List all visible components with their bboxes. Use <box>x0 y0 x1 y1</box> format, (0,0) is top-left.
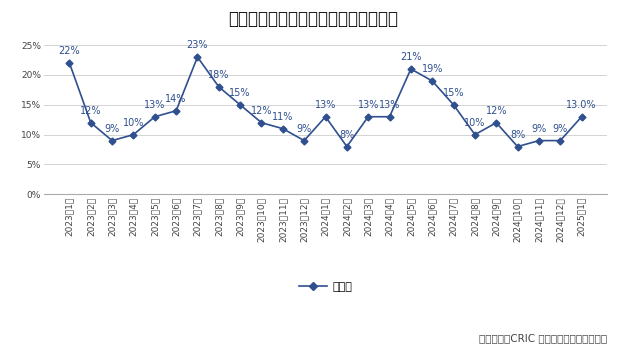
Text: 13%: 13% <box>144 100 165 110</box>
Text: 数据来源：CRIC 中国房地产决策咨询系统: 数据来源：CRIC 中国房地产决策咨询系统 <box>479 333 607 344</box>
Text: 12%: 12% <box>251 106 272 116</box>
Text: 8%: 8% <box>510 130 525 140</box>
Text: 11%: 11% <box>272 112 294 122</box>
Text: 23%: 23% <box>187 41 208 50</box>
Text: 12%: 12% <box>486 106 507 116</box>
Text: 图：重点监测城市土地流拍率月度走势: 图：重点监测城市土地流拍率月度走势 <box>228 10 398 28</box>
Text: 10%: 10% <box>123 118 144 128</box>
Text: 9%: 9% <box>105 124 120 134</box>
Text: 12%: 12% <box>80 106 101 116</box>
Text: 13%: 13% <box>379 100 400 110</box>
Text: 13.0%: 13.0% <box>567 100 597 110</box>
Text: 15%: 15% <box>229 88 251 98</box>
Legend: 流拍率: 流拍率 <box>294 277 357 296</box>
Text: 9%: 9% <box>297 124 312 134</box>
Text: 9%: 9% <box>531 124 546 134</box>
Text: 10%: 10% <box>464 118 486 128</box>
Text: 9%: 9% <box>553 124 568 134</box>
Text: 22%: 22% <box>59 46 80 57</box>
Text: 14%: 14% <box>165 94 187 104</box>
Text: 13%: 13% <box>357 100 379 110</box>
Text: 13%: 13% <box>315 100 336 110</box>
Text: 18%: 18% <box>208 70 230 80</box>
Text: 19%: 19% <box>421 64 443 74</box>
Text: 8%: 8% <box>339 130 354 140</box>
Text: 21%: 21% <box>400 52 422 62</box>
Text: 15%: 15% <box>443 88 464 98</box>
